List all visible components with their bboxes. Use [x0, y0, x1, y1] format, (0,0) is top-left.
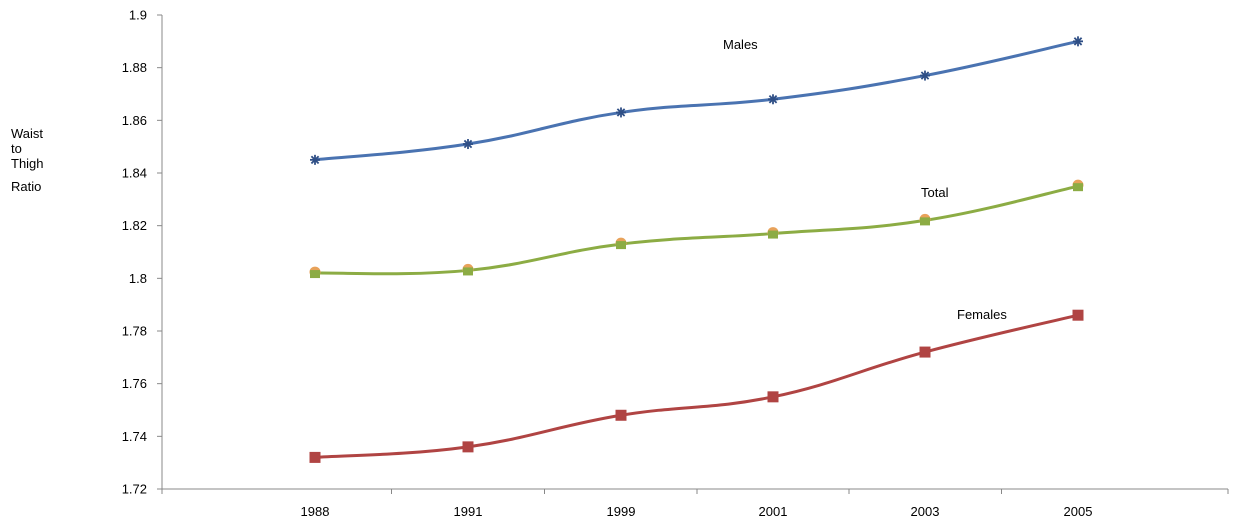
- series-label-females: Females: [957, 307, 1007, 322]
- data-point-males: [310, 154, 320, 165]
- y-axis-label-line-1: Waist: [11, 126, 44, 141]
- series-label-total: Total: [921, 185, 949, 200]
- y-axis-label-line-3: Thigh: [11, 156, 44, 171]
- data-point-total: [463, 267, 473, 276]
- data-point-females: [919, 346, 931, 358]
- x-tick-label: 2005: [1064, 504, 1093, 519]
- series-line-females: [314, 313, 1079, 459]
- data-point-males: [920, 70, 930, 81]
- data-point-total: [768, 230, 778, 239]
- y-tick-label: 1.88: [122, 60, 147, 75]
- series-line-males: [314, 39, 1079, 162]
- x-tick-label: 2003: [911, 504, 940, 519]
- y-tick-label: 1.74: [122, 429, 147, 444]
- y-tick-label: 1.9: [129, 8, 147, 23]
- y-tick-label: 1.72: [122, 482, 147, 497]
- data-point-males: [616, 107, 626, 118]
- series-line-total: [314, 184, 1079, 276]
- data-point-males: [1073, 36, 1083, 47]
- y-tick-label: 1.86: [122, 113, 147, 128]
- data-point-total: [310, 270, 320, 279]
- x-tick-label: 1991: [454, 504, 483, 519]
- data-point-total: [616, 241, 626, 250]
- data-point-females: [767, 391, 779, 403]
- y-tick-label: 1.82: [122, 218, 147, 233]
- x-tick-label: 1988: [301, 504, 330, 519]
- data-point-males: [768, 94, 778, 105]
- y-tick-label: 1.8: [129, 271, 147, 286]
- data-point-total: [1073, 183, 1083, 192]
- data-point-females: [1072, 309, 1084, 321]
- y-axis-label-line-2: to: [11, 141, 22, 156]
- x-tick-label: 2001: [759, 504, 788, 519]
- series-label-males: Males: [723, 37, 758, 52]
- y-tick-label: 1.84: [122, 166, 147, 181]
- data-point-total: [920, 217, 930, 226]
- data-point-females: [309, 451, 321, 463]
- x-tick-label: 1999: [607, 504, 636, 519]
- y-axis-label-line-4: Ratio: [11, 179, 42, 194]
- y-tick-label: 1.76: [122, 376, 147, 391]
- data-point-males: [463, 139, 473, 150]
- data-point-females: [462, 441, 474, 453]
- data-point-females: [615, 409, 627, 421]
- y-tick-label: 1.78: [122, 324, 147, 339]
